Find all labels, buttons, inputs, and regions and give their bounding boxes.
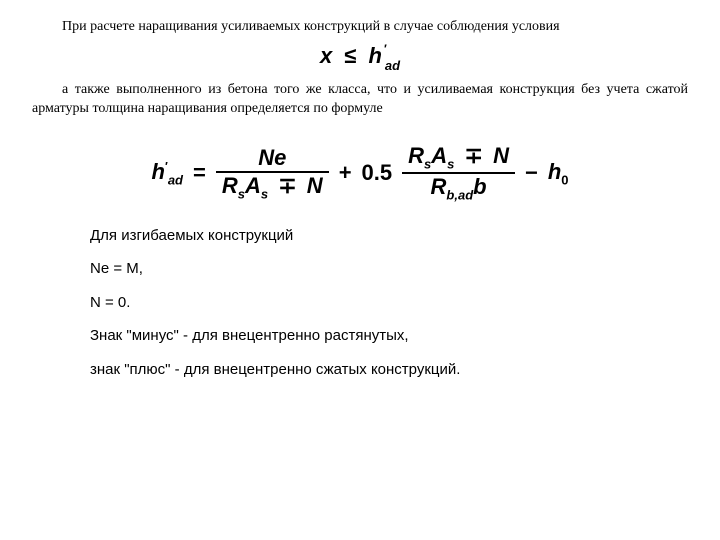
- f1-rhs-sup: ′: [384, 42, 387, 56]
- formula-2: h′ad = Ne RsAs ∓ N + 0.5 RsAs ∓ N: [32, 143, 688, 204]
- f2-lhs-sub: ad: [168, 173, 183, 188]
- note-5: знак "плюс" - для внецентренно сжатых ко…: [90, 360, 688, 380]
- document-page: При расчете наращивания усиливаемых конс…: [0, 0, 720, 540]
- f2-t2-num-R: R: [408, 143, 424, 168]
- f2-term2: RsAs ∓ N Rb,adb: [402, 143, 515, 204]
- f2-plus: +: [339, 160, 352, 186]
- note-2: Ne = M,: [90, 259, 688, 279]
- f2-term1: Ne RsAs ∓ N: [216, 145, 329, 202]
- f2-t2-den-Rsub: b,ad: [446, 188, 473, 203]
- f2-t1-den-N: N: [307, 173, 323, 198]
- f2-coef: 0.5: [362, 160, 393, 186]
- f2-lhs-var: h: [151, 159, 164, 184]
- paragraph-2: а также выполненного из бетона того же к…: [32, 81, 688, 119]
- f2-minus: −: [525, 160, 538, 186]
- f1-rhs-sub: ad: [385, 58, 400, 73]
- f2-t2-den-b: b: [473, 174, 486, 199]
- formula-1: x ≤ h′ ad: [32, 43, 688, 71]
- f2-t1-num: Ne: [258, 145, 286, 170]
- f2-t1-den-R: R: [222, 173, 238, 198]
- notes-block: Для изгибаемых конструкций Ne = M, N = 0…: [90, 226, 688, 380]
- f2-t2-num-Asub: s: [447, 156, 454, 171]
- note-1: Для изгибаемых конструкций: [90, 226, 688, 246]
- f1-op: ≤: [344, 43, 356, 68]
- f2-tail-sub: 0: [561, 173, 568, 188]
- f2-t2-num-N: N: [493, 143, 509, 168]
- f2-t2-num-pm: ∓: [465, 143, 483, 168]
- f1-rhs-var: h: [369, 43, 382, 68]
- f2-t1-den-A: A: [245, 173, 261, 198]
- f2-t1-den-Asub: s: [261, 186, 268, 201]
- f2-t1-den-pm: ∓: [278, 173, 296, 198]
- note-3: N = 0.: [90, 293, 688, 313]
- f1-lhs: x: [320, 43, 332, 68]
- f2-eq: =: [193, 160, 206, 186]
- note-4: Знак "минус" - для внецентренно растянут…: [90, 326, 688, 346]
- f2-t1-den-Rsub: s: [238, 186, 245, 201]
- f2-tail-var: h: [548, 159, 561, 184]
- f2-t2-num-A: A: [431, 143, 447, 168]
- f2-t2-den-R: R: [431, 174, 447, 199]
- paragraph-1: При расчете наращивания усиливаемых конс…: [32, 18, 688, 37]
